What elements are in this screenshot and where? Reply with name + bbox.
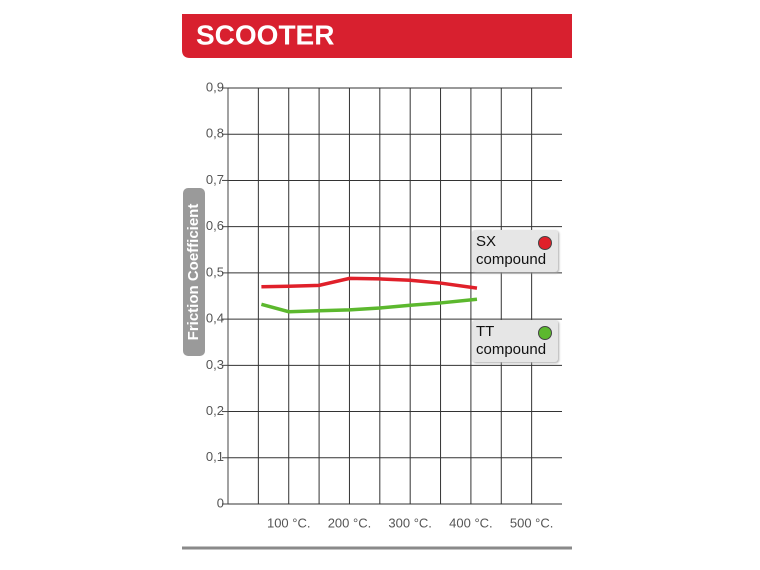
y-tick-label: 0,7 bbox=[206, 172, 224, 187]
x-tick-label: 400 °C. bbox=[449, 515, 493, 530]
y-tick-label: 0,1 bbox=[206, 449, 224, 464]
y-tick-label: 0,3 bbox=[206, 357, 224, 372]
legend-swatch bbox=[538, 326, 552, 340]
x-tick-label: 500 °C. bbox=[510, 515, 554, 530]
y-tick-label: 0,9 bbox=[206, 79, 224, 94]
series-line bbox=[260, 297, 478, 314]
x-tick-label: 200 °C. bbox=[328, 515, 372, 530]
title-banner bbox=[182, 14, 572, 58]
legend-entry: SX compound bbox=[472, 230, 558, 272]
y-label-box bbox=[183, 188, 205, 356]
y-tick-label: 0,5 bbox=[206, 264, 224, 279]
x-tick-label: 100 °C. bbox=[267, 515, 311, 530]
legend-label: TT compound bbox=[476, 323, 547, 358]
y-tick-label: 0 bbox=[217, 495, 224, 510]
legend-entry: TT compound bbox=[472, 320, 558, 362]
series-line bbox=[261, 276, 478, 290]
legend-swatch bbox=[538, 236, 552, 250]
y-tick-label: 0,2 bbox=[206, 403, 224, 418]
y-tick-label: 0,6 bbox=[206, 218, 224, 233]
chart-title: SCOOTER bbox=[196, 19, 334, 50]
y-tick-label: 0,8 bbox=[206, 126, 224, 141]
x-tick-label: 300 °C. bbox=[388, 515, 432, 530]
y-tick-label: 0,4 bbox=[206, 311, 224, 326]
legend-label: SX compound bbox=[476, 233, 547, 268]
y-axis-label: Friction Coefficient bbox=[185, 204, 202, 341]
